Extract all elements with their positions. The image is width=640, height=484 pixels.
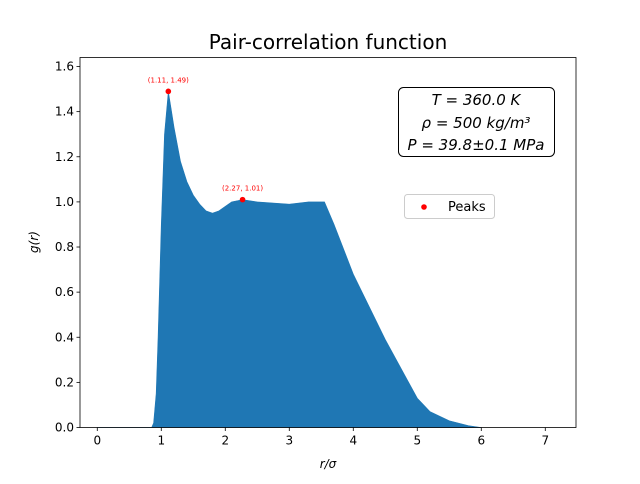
stats-density: ρ = 500 kg/m³: [422, 114, 531, 132]
x-tick-label: 0: [93, 434, 101, 448]
x-tick-label: 5: [413, 434, 421, 448]
axes-frame: [79, 57, 577, 428]
x-tick-label: 6: [477, 434, 485, 448]
y-tick-label: 1.0: [55, 195, 74, 209]
gr-area: [97, 91, 482, 428]
x-tick-label: 2: [221, 434, 229, 448]
stats-textbox: T = 360.0 K ρ = 500 kg/m³ P = 39.8±0.1 M…: [398, 87, 555, 157]
chart-title: Pair-correlation function: [209, 30, 448, 54]
x-axis-label: r/σ: [320, 457, 337, 471]
y-axis-label: g(r): [27, 231, 41, 253]
y-tick-label: 0.4: [55, 330, 74, 344]
stats-temperature: T = 360.0 K: [432, 91, 522, 109]
y-tick-label: 1.4: [55, 105, 74, 119]
plot-area: (1.11, 1.49) (2.27, 1.01): [97, 76, 482, 428]
y-tick-label: 0.0: [55, 421, 74, 435]
peak-label: (2.27, 1.01): [222, 185, 263, 193]
x-tick-label: 4: [349, 434, 357, 448]
y-tick-label: 0.2: [55, 375, 74, 389]
y-tick-label: 0.8: [55, 240, 74, 254]
peak-marker: [239, 196, 246, 203]
stats-pressure: P = 39.8±0.1 MPa: [408, 136, 545, 154]
y-tick-label: 0.6: [55, 285, 74, 299]
legend-label-peaks: Peaks: [448, 200, 486, 215]
x-tick-label: 3: [285, 434, 293, 448]
peak-marker: [165, 88, 172, 95]
peak-label: (1.11, 1.49): [148, 76, 189, 84]
legend: Peaks: [404, 194, 495, 219]
y-tick-label: 1.6: [55, 60, 74, 74]
y-tick-label: 1.2: [55, 150, 74, 164]
x-tick-label: 1: [157, 434, 165, 448]
legend-marker-peaks: [421, 204, 427, 210]
x-tick-label: 7: [541, 434, 549, 448]
